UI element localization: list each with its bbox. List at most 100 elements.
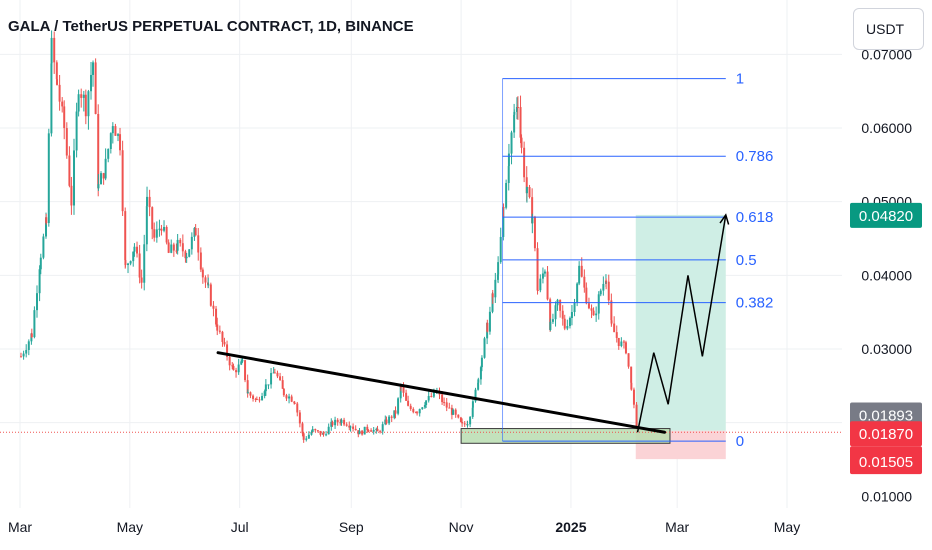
candle-body <box>290 396 293 402</box>
candle-body <box>471 407 474 417</box>
candle-body <box>367 430 370 432</box>
candle-body <box>336 419 339 423</box>
candle-body <box>427 395 430 401</box>
candle-body <box>576 283 579 303</box>
time-axis[interactable]: Mar May Jul Sep Nov 2025 Mar May <box>0 508 843 550</box>
candle-body <box>578 265 581 284</box>
candle-body <box>165 226 168 243</box>
candle-body <box>412 409 415 413</box>
candle-body <box>357 430 360 435</box>
candle-body <box>301 423 304 434</box>
price-tag-label-last-close: 0.01893 <box>859 408 913 425</box>
candle-body <box>405 392 408 401</box>
candle-body <box>80 94 83 98</box>
projection-path <box>636 214 727 433</box>
candle-body <box>523 147 526 178</box>
price-tag-target <box>850 202 922 228</box>
candle-body <box>263 391 266 397</box>
candle-body <box>261 396 264 401</box>
candle-body <box>241 360 244 362</box>
candle-body <box>310 431 313 435</box>
candle-body <box>348 425 351 428</box>
candle-body <box>622 341 625 343</box>
candle-body <box>607 281 610 301</box>
candle-body <box>38 269 41 294</box>
chart-drawings: 1 0.786 0.618 0.5 0.382 0 <box>0 71 842 450</box>
candle-body <box>525 187 528 194</box>
candle-body <box>592 310 595 316</box>
candle-body <box>143 244 146 283</box>
candle-body <box>184 251 187 259</box>
candlestick-series <box>20 30 638 443</box>
candle-body <box>330 421 333 427</box>
candle-body <box>349 426 352 428</box>
candle-body <box>175 250 178 252</box>
candle-body <box>107 148 110 159</box>
candle-body <box>255 399 258 401</box>
candle-body <box>267 384 270 386</box>
candle-body <box>375 428 378 430</box>
candle-body <box>314 429 317 431</box>
candle-body <box>209 284 212 306</box>
candle-body <box>55 62 58 80</box>
candle-body <box>624 342 627 354</box>
candle-body <box>445 402 448 408</box>
candle-body <box>516 106 519 108</box>
candle-body <box>61 101 64 107</box>
candle-body <box>58 84 61 102</box>
time-tick-label: Mar <box>665 519 689 535</box>
candle-body <box>421 407 424 410</box>
candle-body <box>281 380 284 389</box>
candle-body <box>319 430 322 435</box>
candle-body <box>293 403 296 405</box>
candle-body <box>104 158 107 179</box>
candle-body <box>554 305 557 320</box>
candle-body <box>87 91 90 117</box>
candle-body <box>158 228 161 230</box>
candle-body <box>70 185 73 206</box>
candle-body <box>432 391 435 397</box>
time-tick-label: 2025 <box>555 519 586 535</box>
candle-body <box>82 94 85 98</box>
candle-body <box>138 253 141 278</box>
candle-body <box>179 239 182 244</box>
price-tag-label-target: 0.04820 <box>859 208 913 225</box>
candle-body <box>613 323 616 333</box>
candle-body <box>414 412 417 414</box>
candle-body <box>483 338 486 358</box>
candle-body <box>39 257 42 270</box>
currency-button[interactable]: USDT <box>853 8 924 50</box>
candle-body <box>443 402 446 404</box>
candle-body <box>409 405 412 410</box>
candle-body <box>520 137 523 148</box>
position-zones <box>635 214 726 460</box>
candle-body <box>379 431 382 433</box>
candle-body <box>97 113 100 189</box>
candle-body <box>27 341 30 350</box>
candle-body <box>188 249 191 257</box>
candle-body <box>264 384 267 392</box>
candle-body <box>181 243 184 252</box>
candle-body <box>215 308 218 325</box>
fib-level-label: 0.786 <box>736 148 774 165</box>
candle-body <box>615 332 618 338</box>
candle-body <box>170 244 173 253</box>
candle-body <box>132 251 135 262</box>
candle-body <box>279 376 282 381</box>
candle-body <box>474 389 477 402</box>
candle-body <box>176 239 179 251</box>
candle-body <box>345 424 348 426</box>
candle-body <box>541 273 544 279</box>
candle-body <box>325 434 328 436</box>
candle-body <box>471 401 474 408</box>
candle-body <box>358 430 361 435</box>
candle-body <box>602 283 605 291</box>
candle-body <box>50 63 53 134</box>
candle-body <box>311 429 314 432</box>
candle-body <box>499 236 502 263</box>
time-tick-label: Sep <box>339 519 364 535</box>
fib-level-label: 0.618 <box>736 209 774 226</box>
candle-body <box>394 410 397 414</box>
